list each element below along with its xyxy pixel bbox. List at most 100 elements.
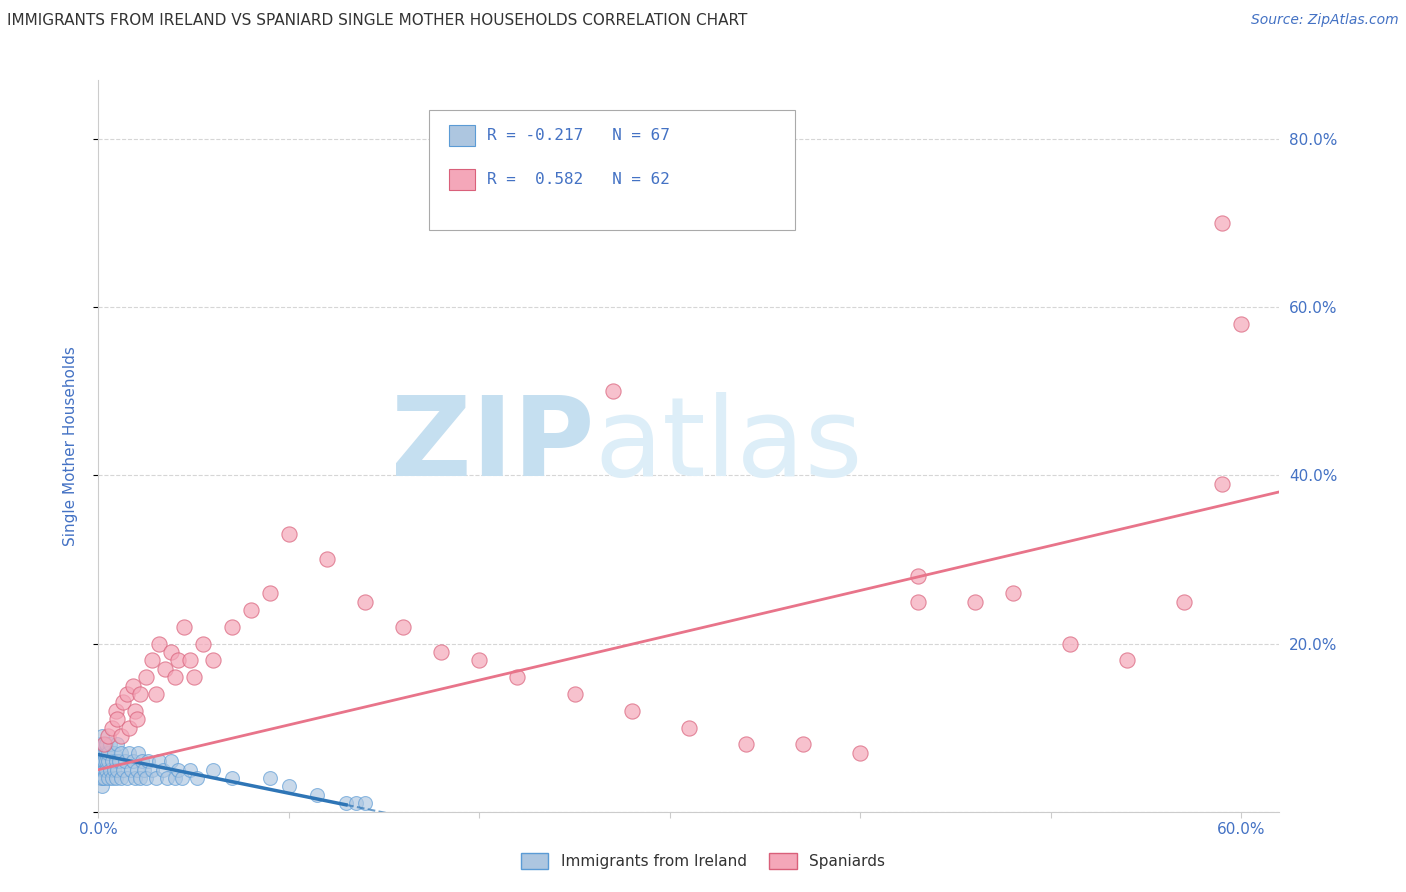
Point	[94, 763, 117, 777]
Point	[97, 754, 120, 768]
Point	[316, 552, 339, 566]
Point	[678, 721, 700, 735]
Point	[136, 754, 159, 768]
Point	[201, 763, 224, 777]
Point	[735, 738, 758, 752]
Point	[93, 763, 115, 777]
Point	[167, 763, 190, 777]
Point	[108, 754, 131, 768]
Point	[120, 763, 142, 777]
Point	[91, 754, 114, 768]
Point	[97, 729, 120, 743]
Point	[115, 687, 138, 701]
Point	[183, 670, 205, 684]
Point	[148, 636, 170, 650]
Point	[152, 763, 174, 777]
Point	[193, 636, 215, 650]
Point	[107, 738, 129, 752]
Point	[127, 746, 149, 760]
Point	[620, 704, 643, 718]
Point	[124, 771, 146, 785]
Point	[173, 620, 195, 634]
Point	[1230, 317, 1253, 331]
Point	[98, 738, 121, 752]
Point	[98, 763, 121, 777]
Point	[145, 771, 167, 785]
Point	[93, 771, 115, 785]
Point	[1173, 594, 1195, 608]
Point	[110, 729, 132, 743]
Text: atlas: atlas	[595, 392, 863, 500]
Point	[110, 771, 132, 785]
Point	[112, 763, 135, 777]
Point	[153, 662, 176, 676]
Point	[849, 746, 872, 760]
Point	[277, 780, 299, 794]
Point	[91, 729, 114, 743]
Point	[97, 771, 120, 785]
Point	[89, 754, 111, 768]
Point	[392, 620, 415, 634]
Point	[112, 695, 135, 709]
Text: Source: ZipAtlas.com: Source: ZipAtlas.com	[1251, 13, 1399, 28]
Point	[110, 746, 132, 760]
Point	[307, 788, 329, 802]
Point	[564, 687, 586, 701]
Point	[1059, 636, 1081, 650]
Point	[121, 754, 143, 768]
Point	[93, 738, 115, 752]
Point	[100, 721, 122, 735]
Point	[259, 586, 281, 600]
Point	[124, 704, 146, 718]
Point	[118, 746, 141, 760]
Point	[94, 754, 117, 768]
Point	[104, 754, 127, 768]
Point	[104, 704, 127, 718]
Point	[94, 746, 117, 760]
Point	[91, 780, 114, 794]
Point	[344, 797, 367, 811]
Point	[1001, 586, 1024, 600]
Point	[259, 771, 281, 785]
Point	[91, 763, 114, 777]
Point	[93, 738, 115, 752]
Point	[129, 687, 152, 701]
Point	[163, 670, 186, 684]
Point	[107, 763, 129, 777]
Point	[602, 384, 624, 399]
Point	[159, 754, 181, 768]
Point	[430, 645, 453, 659]
Point	[145, 687, 167, 701]
Point	[179, 653, 201, 667]
Point	[172, 771, 194, 785]
Point	[156, 771, 179, 785]
FancyBboxPatch shape	[429, 110, 796, 230]
Point	[89, 771, 111, 785]
Point	[125, 763, 148, 777]
Point	[89, 738, 111, 752]
Point	[93, 754, 115, 768]
Point	[100, 754, 122, 768]
Text: R = -0.217   N = 67: R = -0.217 N = 67	[486, 128, 669, 143]
Point	[141, 653, 163, 667]
Point	[103, 763, 125, 777]
Point	[107, 712, 129, 726]
Point	[100, 771, 122, 785]
Point	[179, 763, 201, 777]
Text: R =  0.582   N = 62: R = 0.582 N = 62	[486, 171, 669, 186]
Point	[792, 738, 814, 752]
Point	[118, 721, 141, 735]
Point	[354, 797, 377, 811]
Point	[141, 763, 163, 777]
Point	[93, 746, 115, 760]
Point	[94, 738, 117, 752]
Point	[129, 771, 152, 785]
Point	[91, 771, 114, 785]
Y-axis label: Single Mother Households: Single Mother Households	[63, 346, 77, 546]
Point	[103, 746, 125, 760]
Point	[1211, 476, 1233, 491]
Point	[134, 763, 156, 777]
Point	[114, 754, 136, 768]
Point	[1116, 653, 1139, 667]
Point	[354, 594, 377, 608]
